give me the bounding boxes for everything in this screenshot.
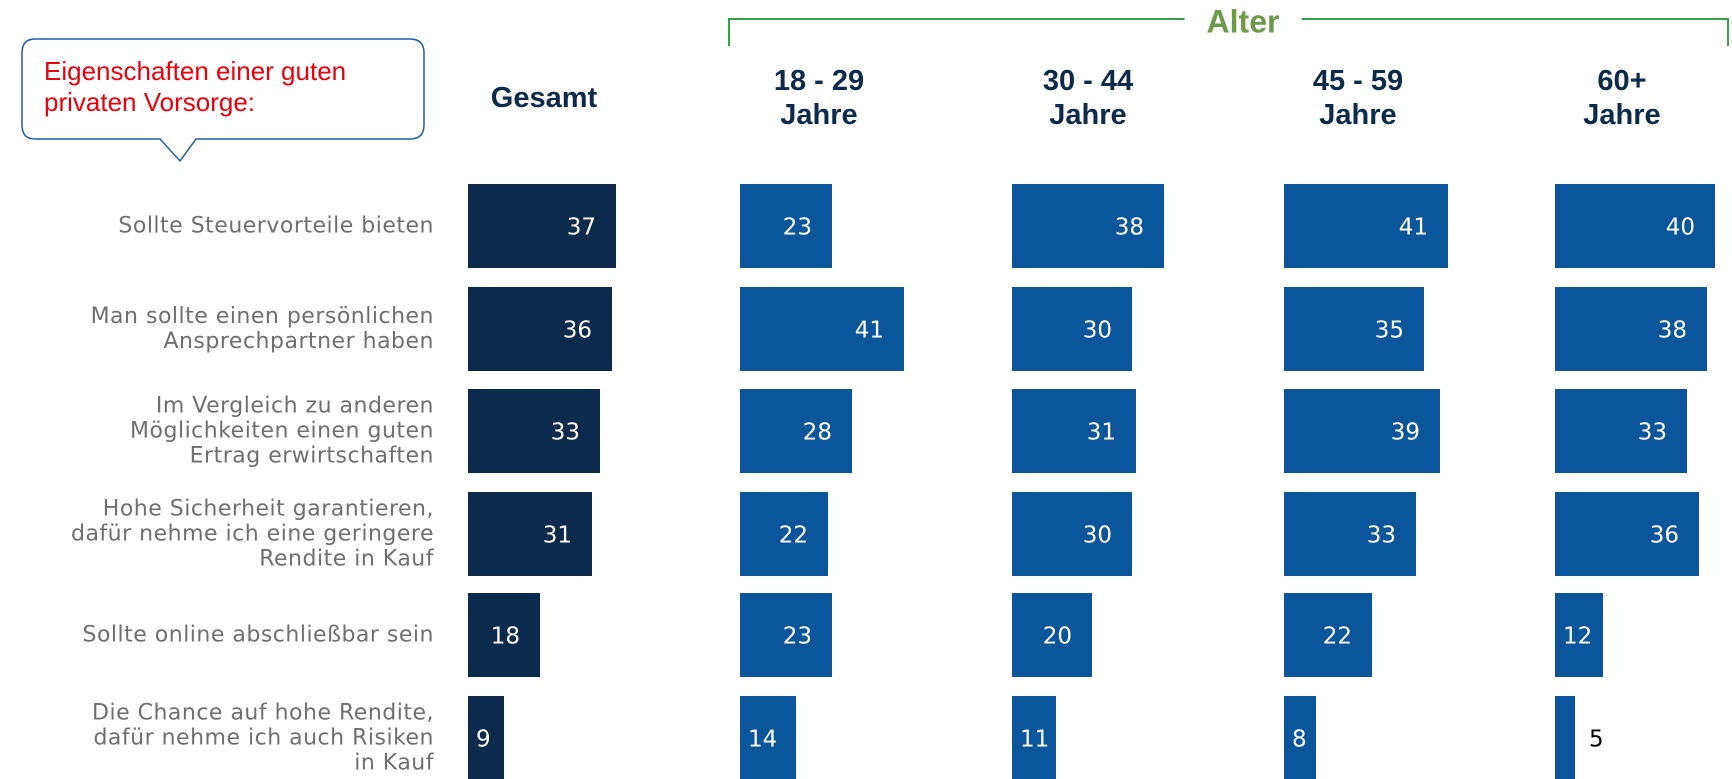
category-label: Sollte online abschließbar sein xyxy=(82,622,434,648)
value-label: 31 xyxy=(543,523,572,549)
series-header: 18 - 29 Jahre xyxy=(773,65,865,131)
category-label: Im Vergleich zu anderen Möglichkeiten ei… xyxy=(130,393,434,469)
value-label: 39 xyxy=(1391,420,1420,446)
value-label: 22 xyxy=(779,523,808,549)
bar xyxy=(740,593,832,677)
bar xyxy=(1012,593,1092,677)
bar xyxy=(1284,696,1316,779)
bar xyxy=(468,389,600,473)
bar xyxy=(1284,287,1424,371)
bar xyxy=(1012,696,1056,779)
bar xyxy=(468,184,616,268)
value-label: 9 xyxy=(476,727,491,753)
value-label: 12 xyxy=(1563,624,1592,650)
callout-box xyxy=(21,38,425,163)
bar xyxy=(1555,287,1707,371)
bar xyxy=(740,696,796,779)
value-label: 41 xyxy=(855,318,884,344)
value-label: 40 xyxy=(1666,215,1695,241)
series-header: 60+ Jahre xyxy=(1583,65,1661,131)
bar xyxy=(740,492,828,576)
bar xyxy=(1012,492,1132,576)
bar xyxy=(468,287,612,371)
category-label: Man sollte einen persönlichen Ansprechpa… xyxy=(90,304,434,354)
bar xyxy=(1555,184,1715,268)
value-label: 30 xyxy=(1083,318,1112,344)
bar xyxy=(1012,184,1164,268)
series-header: 45 - 59 Jahre xyxy=(1312,65,1404,131)
value-label: 31 xyxy=(1087,420,1116,446)
bar xyxy=(1012,389,1136,473)
bar xyxy=(468,696,504,779)
category-label: Hohe Sicherheit garantieren, dafür nehme… xyxy=(70,496,434,572)
value-label: 5 xyxy=(1589,727,1604,753)
bar xyxy=(1555,696,1575,779)
bar xyxy=(1284,593,1372,677)
value-label: 28 xyxy=(803,420,832,446)
bar xyxy=(468,593,540,677)
value-label: 11 xyxy=(1020,727,1049,753)
bar xyxy=(1555,492,1699,576)
value-label: 8 xyxy=(1292,727,1307,753)
value-label: 36 xyxy=(563,318,592,344)
bar xyxy=(1012,287,1132,371)
series-header: Gesamt xyxy=(490,82,598,114)
value-label: 14 xyxy=(748,727,777,753)
bar xyxy=(468,492,592,576)
bar xyxy=(740,389,852,473)
bar xyxy=(1555,389,1687,473)
value-label: 33 xyxy=(551,420,580,446)
value-label: 22 xyxy=(1323,624,1352,650)
bar xyxy=(740,287,904,371)
value-label: 41 xyxy=(1399,215,1428,241)
bar xyxy=(1555,593,1603,677)
bar xyxy=(1284,184,1448,268)
series-header: 30 - 44 Jahre xyxy=(1042,65,1134,131)
bar xyxy=(1284,492,1416,576)
value-label: 18 xyxy=(491,624,520,650)
bar xyxy=(1284,389,1440,473)
value-label: 37 xyxy=(567,215,596,241)
value-label: 33 xyxy=(1367,523,1396,549)
value-label: 33 xyxy=(1638,420,1667,446)
category-label: Die Chance auf hohe Rendite, dafür nehme… xyxy=(92,700,434,776)
value-label: 30 xyxy=(1083,523,1112,549)
category-label: Sollte Steuervorteile bieten xyxy=(118,213,434,239)
value-label: 38 xyxy=(1115,215,1144,241)
callout-text: Eigenschaften einer guten privaten Vorso… xyxy=(44,56,347,117)
value-label: 38 xyxy=(1658,318,1687,344)
bar xyxy=(740,184,832,268)
value-label: 35 xyxy=(1375,318,1404,344)
value-label: 20 xyxy=(1043,624,1072,650)
group-label: Alter xyxy=(1184,3,1302,41)
value-label: 23 xyxy=(783,624,812,650)
value-label: 36 xyxy=(1650,523,1679,549)
value-label: 23 xyxy=(783,215,812,241)
